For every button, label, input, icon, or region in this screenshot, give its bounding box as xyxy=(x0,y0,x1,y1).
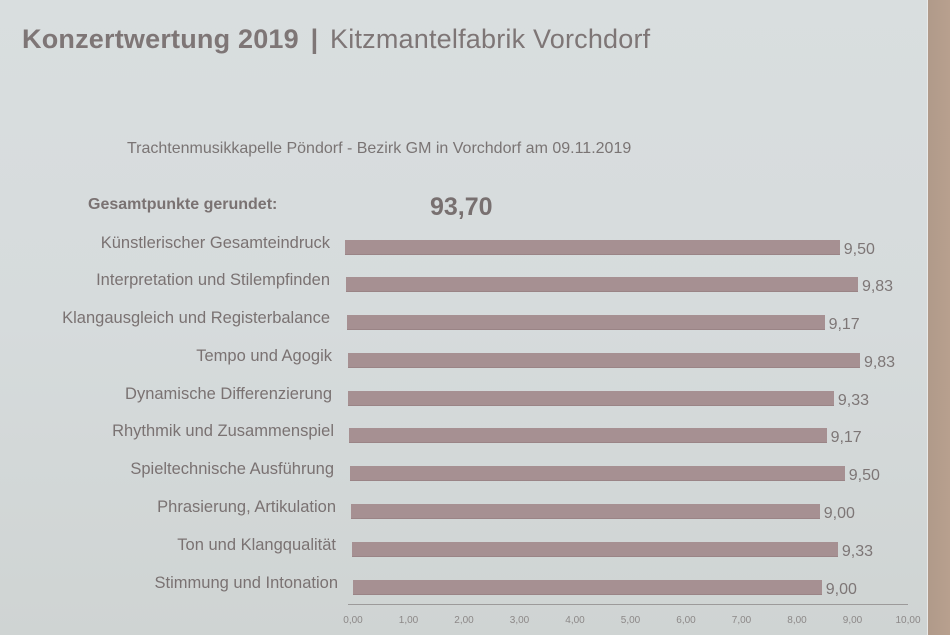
category-label: Spieltechnische Ausführung xyxy=(130,460,334,478)
x-tick-label: 3,00 xyxy=(509,615,530,626)
title-separator: | xyxy=(310,24,319,54)
page-title: Konzertwertung 2019 | Kitzmantelfabrik V… xyxy=(22,24,650,55)
value-label: 9,50 xyxy=(848,467,880,484)
bar-row: Ton und Klangqualität xyxy=(0,536,336,556)
bar-row: Interpretation und Stilempfinden xyxy=(0,271,330,291)
x-tick-label: 5,00 xyxy=(620,615,641,626)
total-value: 93,70 xyxy=(430,193,493,221)
category-label: Tempo und Agogik xyxy=(196,347,332,365)
value-label: 9,17 xyxy=(828,316,860,333)
title-venue: Kitzmantelfabrik Vorchdorf xyxy=(330,24,651,54)
x-tick-label: 10,00 xyxy=(895,615,921,626)
bar-row: Rhythmik und Zusammenspiel xyxy=(0,422,334,442)
value-label: 9,83 xyxy=(861,278,894,295)
bar xyxy=(349,428,827,443)
bar-row: Tempo und Agogik xyxy=(0,347,332,367)
bar xyxy=(348,353,860,368)
x-tick-label: 8,00 xyxy=(787,615,807,626)
value-label: 9,33 xyxy=(841,543,874,560)
value-label: 9,17 xyxy=(830,429,862,446)
x-axis xyxy=(348,604,908,605)
value-label: 9,50 xyxy=(843,241,875,258)
value-label: 9,00 xyxy=(823,505,855,522)
category-label: Rhythmik und Zusammenspiel xyxy=(112,422,334,440)
title-main: Konzertwertung 2019 xyxy=(22,24,299,54)
bar-row: Dynamische Differenzierung xyxy=(0,385,332,405)
x-tick-label: 6,00 xyxy=(676,615,696,626)
bar-row: Phrasierung, Artikulation xyxy=(0,498,336,518)
bar-row: Spieltechnische Ausführung xyxy=(0,460,334,480)
bar-row: Stimmung und Intonation xyxy=(0,574,338,594)
value-label: 9,00 xyxy=(825,581,857,598)
x-tick-label: 7,00 xyxy=(731,615,752,626)
bar-row: Klangausgleich und Registerbalance xyxy=(0,309,330,329)
category-label: Ton und Klangqualität xyxy=(177,536,336,554)
category-label: Interpretation und Stilempfinden xyxy=(96,271,330,289)
chart-subtitle: Trachtenmusikkapelle Pöndorf - Bezirk GM… xyxy=(127,140,632,157)
bar xyxy=(352,542,838,557)
bar xyxy=(347,315,825,330)
total-label: Gesamtpunkte gerundet: xyxy=(88,196,278,213)
value-label: 9,83 xyxy=(863,354,896,371)
value-label: 9,33 xyxy=(837,392,870,409)
x-tick-label: 1,00 xyxy=(398,615,419,626)
category-label: Phrasierung, Artikulation xyxy=(157,498,336,516)
bar xyxy=(351,504,820,519)
category-label: Künstlerischer Gesamteindruck xyxy=(100,234,330,252)
bar xyxy=(353,580,822,595)
bar xyxy=(345,240,840,255)
bar xyxy=(346,277,858,292)
category-label: Klangausgleich und Registerbalance xyxy=(62,309,330,327)
category-label: Dynamische Differenzierung xyxy=(125,385,332,403)
bar xyxy=(350,466,845,481)
x-tick-label: 0,00 xyxy=(343,615,363,626)
screen-edge xyxy=(927,0,950,635)
x-tick-label: 2,00 xyxy=(454,615,474,626)
bar-row: Künstlerischer Gesamteindruck xyxy=(0,234,330,254)
x-tick-label: 4,00 xyxy=(565,615,585,626)
category-label: Stimmung und Intonation xyxy=(154,574,338,592)
x-tick-label: 9,00 xyxy=(842,615,863,626)
bar xyxy=(348,391,834,406)
